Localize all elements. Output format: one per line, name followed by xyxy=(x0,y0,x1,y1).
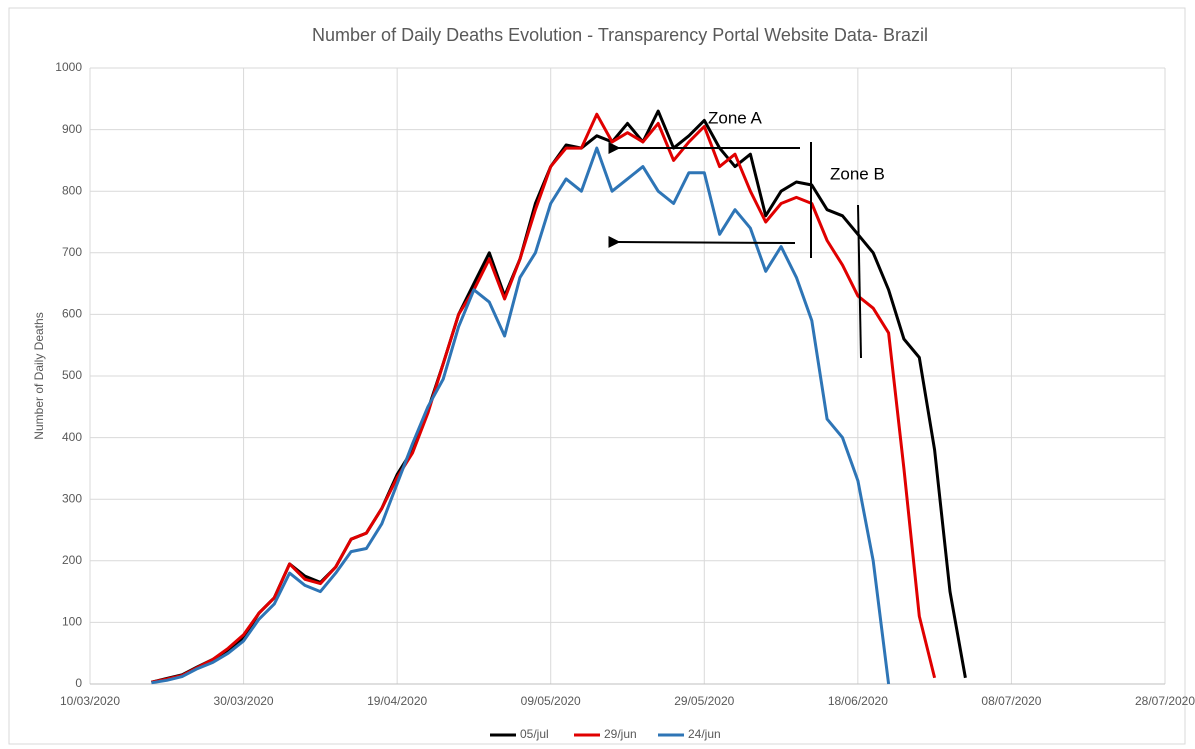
divider xyxy=(857,204,862,359)
x-tick-label: 18/06/2020 xyxy=(828,694,888,708)
y-tick-label: 700 xyxy=(62,245,82,259)
y-tick-label: 0 xyxy=(75,676,82,690)
plot-area: 0 100 200 300 400 500 600 700 800 900 1000 10/03/20… xyxy=(55,60,1195,708)
y-tick-label: 800 xyxy=(62,183,82,197)
y-axis-label: Number of Daily Deaths xyxy=(32,312,46,439)
legend-label: 29/jun xyxy=(604,727,637,741)
annotation: Zone A xyxy=(708,108,763,127)
arrow xyxy=(608,235,796,248)
y-tick-label: 300 xyxy=(62,491,82,505)
x-tick-label: 28/07/2020 xyxy=(1135,694,1195,708)
x-tick-label: 30/03/2020 xyxy=(214,694,274,708)
x-tick-label: 10/03/2020 xyxy=(60,694,120,708)
y-tick-label: 200 xyxy=(62,553,82,567)
chart-frame xyxy=(8,7,1186,745)
chart-title: Number of Daily Deaths Evolution - Trans… xyxy=(312,25,928,45)
series-line xyxy=(151,146,891,685)
y-tick-label: 400 xyxy=(62,430,82,444)
legend: 05/jul 29/jun 24/jun xyxy=(490,727,721,741)
y-tick-label: 100 xyxy=(62,615,82,629)
annotation: Zone B xyxy=(830,164,885,183)
y-tick-label: 1000 xyxy=(55,60,82,74)
legend-label: 24/jun xyxy=(688,727,721,741)
y-tick-label: 500 xyxy=(62,368,82,382)
series-line xyxy=(151,112,937,684)
legend-label: 05/jul xyxy=(520,727,549,741)
x-tick-label: 29/05/2020 xyxy=(674,694,734,708)
x-tick-label: 08/07/2020 xyxy=(981,694,1041,708)
annotations: Zone A Zone B xyxy=(608,108,885,359)
y-tick-label: 600 xyxy=(62,307,82,321)
x-tick-label: 09/05/2020 xyxy=(521,694,581,708)
y-tick-label: 900 xyxy=(62,122,82,136)
x-tick-label: 19/04/2020 xyxy=(367,694,427,708)
